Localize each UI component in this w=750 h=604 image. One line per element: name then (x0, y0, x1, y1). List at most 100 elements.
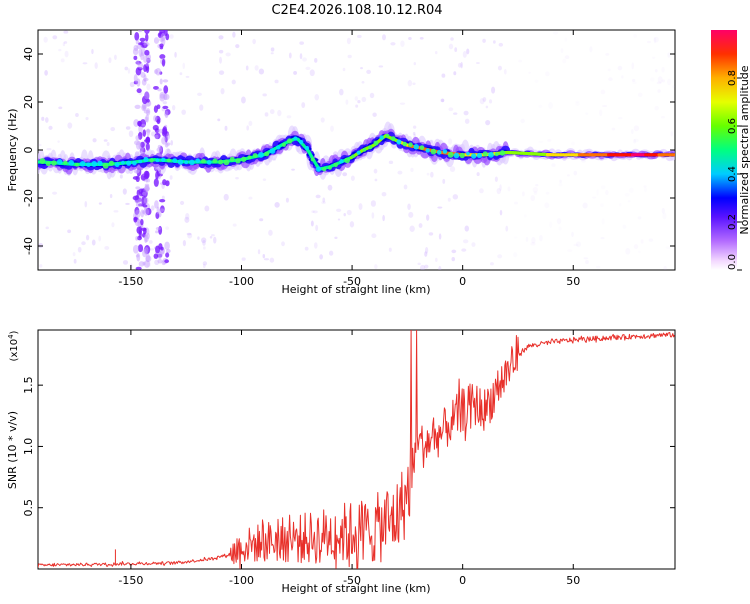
spectrogram-stripe-blob (135, 186, 140, 189)
colorbar-tick-label: 0.0 (727, 254, 738, 270)
spectrogram-noise-speck (546, 192, 550, 195)
spectrogram-noise-speck (58, 49, 61, 51)
spectrogram-stripe-blob (134, 74, 138, 83)
spectrogram-noise-speck (655, 69, 658, 72)
spectrogram-noise-speck (486, 106, 488, 109)
spectrogram-noise-speck (426, 214, 429, 221)
spectrogram-noise-speck (414, 62, 416, 65)
colorbar-gradient (711, 30, 737, 270)
spectrogram-stripe-blob (164, 242, 170, 250)
spectrogram-noise-speck (649, 238, 654, 241)
spectrogram-ridge-peak (483, 151, 488, 156)
spectrogram-noise-speck (64, 41, 67, 44)
spectrogram-noise-speck (409, 226, 414, 232)
spectrogram-noise-speck (104, 246, 109, 250)
spectrogram-noise-speck (559, 180, 562, 183)
spectrogram-ridge-peak (103, 163, 109, 169)
spectrogram-noise-speck (451, 250, 456, 254)
spectrogram-noise-speck (348, 55, 352, 58)
spectrogram-noise-speck (490, 262, 494, 265)
spectrogram-noise-speck (439, 233, 442, 239)
spectrogram-noise-speck (78, 247, 82, 253)
spectrogram-noise-speck (535, 80, 539, 83)
spectrogram-noise-speck (181, 109, 186, 114)
spectrogram-ridge-peak (402, 142, 407, 147)
spectrogram-noise-speck (217, 118, 220, 121)
spectrogram-noise-speck (301, 102, 305, 108)
spectrogram-stripe-blob (154, 178, 159, 187)
spectrogram-ridge-peak (316, 166, 321, 171)
spectrogram-stripe-blob (166, 142, 171, 145)
spectrogram-noise-speck (561, 48, 564, 53)
spectrogram-noise-speck (233, 224, 237, 227)
spectrogram-noise-speck (404, 185, 408, 190)
spectrogram-noise-speck (359, 203, 363, 210)
spectrogram-stripe-blob (155, 246, 160, 254)
snr-y-label: SNR (10 * v/v) (6, 411, 19, 489)
spectrogram-noise-speck (558, 227, 561, 231)
spectrogram-noise-speck (476, 62, 480, 64)
spectrogram-noise-speck (471, 242, 475, 247)
spectrogram-y-tick-label: 0 (22, 147, 35, 154)
spectrogram-noise-speck (336, 209, 341, 212)
spectrogram-x-label: Height of straight line (km) (281, 283, 430, 296)
spectrogram-noise-speck (585, 260, 589, 264)
spectrogram-ridge-peak (293, 136, 297, 140)
spectrogram-stripe-blob (136, 60, 140, 64)
spectrogram-noise-speck (246, 65, 249, 70)
spectrogram-noise-speck (203, 246, 206, 249)
spectrogram-stripe-blob (165, 252, 169, 257)
spectrogram-noise-speck (210, 236, 212, 239)
spectrogram-noise-speck (449, 44, 453, 50)
spectrogram-ridge-peak (167, 158, 171, 162)
spectrogram-noise-speck (316, 195, 321, 199)
spectrogram-noise-speck (654, 106, 658, 111)
spectrogram-stripe-blob (141, 124, 145, 127)
spectrogram-noise-speck (657, 81, 662, 84)
spectrogram-stripe-blob (146, 129, 151, 132)
spectrogram-noise-speck (347, 210, 352, 215)
spectrogram-ridge-peak (471, 153, 476, 158)
spectrogram-noise-speck (107, 142, 110, 146)
spectrogram-noise-speck (438, 266, 441, 272)
spectrogram-noise-speck (448, 198, 451, 202)
spectrogram-stripe-blob (143, 106, 146, 111)
spectrogram-noise-speck (437, 206, 442, 208)
spectrogram-stripe-blob (135, 236, 138, 241)
spectrogram-stripe-blob (153, 115, 157, 121)
spectrogram-noise-speck (619, 203, 621, 206)
spectrogram-ridge-peak (413, 144, 419, 150)
spectrogram-ridge-peak (80, 161, 86, 167)
snr-y-tick-label: 1.0 (22, 438, 35, 456)
spectrogram-noise-speck (549, 221, 552, 228)
snr-x-label: Height of straight line (km) (281, 582, 430, 595)
spectrogram-ridge-peak (495, 152, 499, 156)
spectrogram-noise-speck (453, 112, 457, 115)
spectrogram-noise-speck (408, 37, 412, 40)
spectrogram-ridge-peak (178, 159, 184, 165)
spectrogram-noise-speck (218, 35, 223, 39)
spectrogram-stripe-blob (145, 187, 150, 191)
spectrogram-noise-speck (268, 230, 273, 236)
spectrogram-noise-speck (58, 106, 62, 109)
spectrogram-noise-speck (182, 63, 185, 69)
spectrogram-noise-speck (274, 202, 279, 208)
spectrogram-noise-speck (633, 34, 637, 38)
spectrogram-noise-speck (334, 237, 337, 239)
spectrogram-noise-speck (263, 178, 266, 181)
spectrogram-stripe-blob (133, 48, 139, 55)
spectrogram-noise-speck (45, 117, 49, 123)
spectrogram-noise-speck (564, 38, 567, 42)
spectrogram-noise-speck (424, 251, 427, 257)
spectrogram-noise-speck (631, 62, 634, 69)
snr-y-tick-label: 0.5 (22, 499, 35, 517)
spectrogram-noise-speck (225, 126, 228, 131)
spectrogram-ridge-peak (363, 148, 367, 152)
spectrogram-ridge-peak (351, 155, 355, 159)
spectrogram-stripe-blob (165, 33, 169, 40)
spectrogram-noise-speck (379, 65, 383, 67)
spectrogram-noise-speck (38, 243, 43, 248)
spectrogram-noise-speck (83, 62, 88, 64)
spectrogram-noise-speck (52, 35, 57, 39)
